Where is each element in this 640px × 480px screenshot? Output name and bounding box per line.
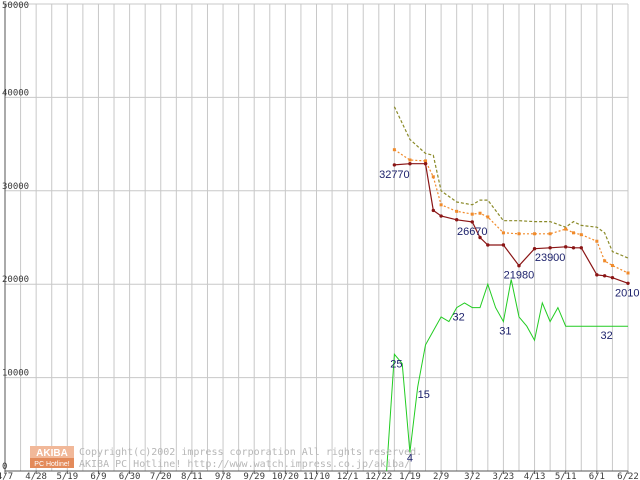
watermark-badge-top-text: AKIBA xyxy=(36,448,68,459)
watermark-badge-bottom xyxy=(30,458,74,468)
series-point-price_min xyxy=(423,162,428,166)
y-tick-label: 40000 xyxy=(2,88,29,98)
data-label-shop_count: 32 xyxy=(453,312,465,324)
series-point-price_avg xyxy=(610,264,614,268)
watermark-copyright: Copyright(c)2002 impress corporation All… xyxy=(79,447,422,458)
x-tick-label: 4/13 xyxy=(524,472,546,480)
series-point-price_min xyxy=(439,214,443,218)
series-point-price_min xyxy=(626,281,630,285)
x-tick-label: 6/30 xyxy=(119,472,141,480)
series-point-price_min xyxy=(478,235,482,240)
series-point-price_min xyxy=(486,243,490,247)
series-point-price_min xyxy=(470,220,474,224)
series-point-price_avg xyxy=(579,233,583,237)
series-point-price_avg xyxy=(455,209,459,213)
series-point-price_min xyxy=(392,163,397,167)
x-tick-label: 4/7 xyxy=(0,472,13,480)
series-point-price_min xyxy=(548,246,552,250)
series-point-price_avg xyxy=(424,159,428,163)
series-point-price_avg xyxy=(501,231,505,235)
data-label-price_min: 21980 xyxy=(504,270,535,282)
series-point-price_min xyxy=(602,274,607,278)
series-point-price_min xyxy=(517,264,521,268)
x-tick-label: 6/22 xyxy=(617,472,639,480)
x-tick-label: 6/1 xyxy=(589,472,605,480)
watermark-url: AKIBA PC Hotline! http://www.watch.impre… xyxy=(79,459,410,470)
series-point-price_min xyxy=(571,246,576,250)
series-line-price_max xyxy=(393,106,629,259)
x-tick-label: 11/10 xyxy=(303,472,330,480)
x-tick-label: 10/20 xyxy=(272,472,299,480)
series-point-price_avg xyxy=(470,212,474,216)
series-point-price_avg xyxy=(595,239,599,243)
x-tick-label: 2/9 xyxy=(433,472,449,480)
data-label-shop_count: 32 xyxy=(601,330,613,342)
series-point-price_avg xyxy=(408,158,412,162)
watermark-badge-bottom-text: PC Hotline! xyxy=(34,461,69,468)
data-label-price_min: 23900 xyxy=(535,252,566,264)
series-point-price_avg xyxy=(548,232,552,236)
series-point-price_min xyxy=(595,273,599,277)
y-tick-label: 50000 xyxy=(2,1,29,11)
y-tick-label: 20000 xyxy=(2,275,29,285)
x-tick-label: 6/9 xyxy=(90,472,106,480)
series-point-price_min xyxy=(408,162,412,166)
series-point-price_min xyxy=(579,246,583,250)
series-line-price_avg xyxy=(394,149,629,274)
watermark-badge-top xyxy=(30,446,74,458)
series-point-price_avg xyxy=(626,271,630,275)
series-line-price_min xyxy=(394,163,629,284)
x-axis-tick-labels: 4/7 4/28 5/19 6/9 6/30 7/20 8/11 9/8 9/29 10/20 11… xyxy=(0,471,639,480)
chart-grid xyxy=(4,3,629,472)
data-label-price_min: 26670 xyxy=(457,226,488,238)
series-point-price_avg xyxy=(517,232,521,236)
data-label-shop_count: 25 xyxy=(390,358,402,370)
series-point-price_min xyxy=(501,243,506,247)
series-point-price_avg xyxy=(478,211,482,215)
series-point-price_avg xyxy=(431,175,435,179)
chart-series xyxy=(386,106,630,472)
y-axis-tick-labels: 0 10000 20000 30000 40000 50000 xyxy=(2,1,29,472)
x-tick-label: 9/8 xyxy=(215,472,231,480)
series-point-price_avg xyxy=(571,231,575,235)
x-tick-label: 5/11 xyxy=(555,472,577,480)
watermark: AKIBA PC Hotline! Copyright(c)2002 impre… xyxy=(30,446,422,470)
x-tick-label: 12/1 xyxy=(337,472,359,480)
series-point-price_avg xyxy=(603,259,607,263)
data-label-price_min: 20100 xyxy=(615,287,640,299)
series-point-price_min xyxy=(610,275,615,280)
data-label-price_min: 32770 xyxy=(379,169,410,181)
y-tick-label: 0 xyxy=(2,462,7,472)
series-line-shop_count xyxy=(386,279,628,472)
x-tick-label: 1/19 xyxy=(399,472,421,480)
y-tick-label: 10000 xyxy=(2,369,29,379)
data-label-shop_count: 31 xyxy=(499,326,511,338)
x-tick-label: 12/22 xyxy=(365,472,392,480)
series-point-price_avg xyxy=(439,203,443,207)
x-tick-label: 9/29 xyxy=(243,472,265,480)
x-tick-label: 3/2 xyxy=(464,472,480,480)
x-tick-label: 7/20 xyxy=(150,472,172,480)
series-point-price_min xyxy=(454,218,459,222)
series-point-price_avg xyxy=(486,215,490,219)
x-tick-label: 8/11 xyxy=(181,472,203,480)
series-point-price_min xyxy=(431,208,436,213)
series-point-price_min xyxy=(532,247,537,251)
series-point-price_avg xyxy=(392,148,396,152)
x-tick-label: 5/19 xyxy=(56,472,78,480)
x-tick-label: 4/28 xyxy=(25,472,47,480)
series-point-price_min xyxy=(564,245,568,249)
data-label-shop_count: 15 xyxy=(418,389,430,401)
series-point-price_avg xyxy=(564,227,568,231)
y-tick-label: 30000 xyxy=(2,182,29,192)
series-point-price_avg xyxy=(533,232,537,236)
data-label-shop_count: 4 xyxy=(407,452,413,464)
x-tick-label: 3/23 xyxy=(493,472,515,480)
